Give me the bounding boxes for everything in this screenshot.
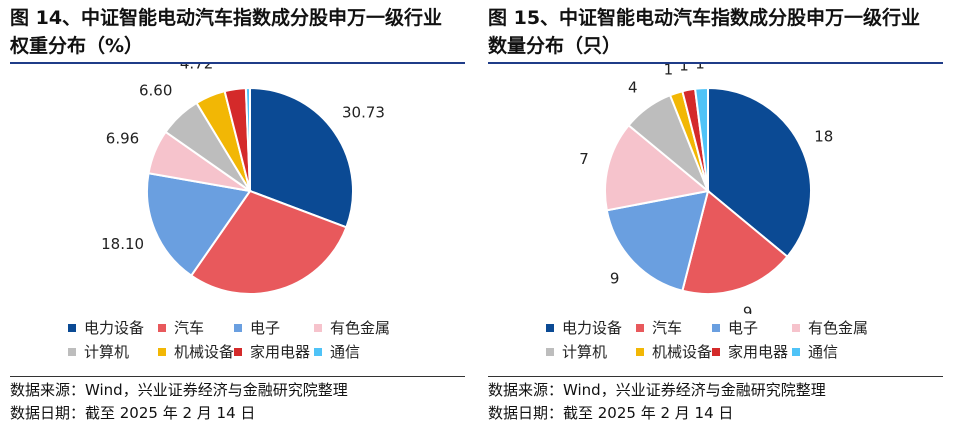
title-divider [488,62,943,64]
pie-data-label-5: 6.60 [139,81,172,99]
figure-15-source: 数据来源：Wind，兴业证券经济与金融研究院整理 [488,381,826,399]
legend-item-4: 有色金属 [314,317,390,338]
legend-item-3: 电子 [712,317,758,338]
figure-15-title: 图 15、中证智能电动汽车指数成分股申万一级行业数量分布（只） [488,7,921,57]
legend-label: 计算机 [84,343,130,361]
figure-15-date: 数据日期：截至 2025 年 2 月 14 日 [488,404,734,422]
legend-swatch [158,347,166,356]
legend-item-5: 计算机 [68,341,129,362]
legend-item-1: 电力设备 [546,317,622,338]
pie-data-label-3: 18.10 [101,235,144,253]
legend-label: 机械设备 [652,343,713,361]
legend-label: 有色金属 [330,319,391,337]
source-divider [10,376,465,377]
legend-swatch [546,347,554,356]
figure-14-date: 数据日期：截至 2025 年 2 月 14 日 [10,404,256,422]
pie-data-label-6: 4.72 [180,64,213,73]
legend-item-5: 计算机 [546,341,607,362]
figure-14-title: 图 14、中证智能电动汽车指数成分股申万一级行业权重分布（%） [10,7,443,57]
figure-14-pie-chart: 30.7328.9318.106.966.604.723.320.64 [101,64,385,314]
legend-swatch [158,323,166,332]
legend-swatch [636,323,644,332]
legend-label: 电子 [728,319,759,337]
legend-swatch [314,323,322,332]
figure-14-source: 数据来源：Wind，兴业证券经济与金融研究院整理 [10,381,348,399]
legend-item-4: 有色金属 [792,317,868,338]
legend-label: 有色金属 [808,319,869,337]
legend-label: 电力设备 [84,319,145,337]
legend-label: 家用电器 [250,343,311,361]
legend-swatch [234,323,242,332]
pie-data-label-7: 1 [679,64,689,74]
pie-slice-2 [189,189,348,295]
title-divider [10,62,465,64]
legend-swatch [712,323,720,332]
legend-label: 电子 [250,319,281,337]
legend-item-3: 电子 [234,317,280,338]
pie-slice-3 [605,189,710,292]
pie-slice-3 [146,172,252,277]
legend-item-2: 汽车 [636,317,682,338]
legend-label: 家用电器 [728,343,789,361]
figure-14-panel: 图 14、中证智能电动汽车指数成分股申万一级行业权重分布（%） 30.7328.… [10,0,475,437]
pie-data-label-4: 6.96 [106,129,139,147]
legend-swatch [712,347,720,356]
legend-label: 计算机 [562,343,608,361]
pie-slice-2 [681,189,789,295]
figure-15-panel: 图 15、中证智能电动汽车指数成分股申万一级行业数量分布（只） 18 9 9 7 4 1 1… [488,0,953,437]
legend-swatch [792,323,800,332]
legend-label: 汽车 [652,319,683,337]
pie-data-label-6: 1 [664,64,674,78]
pie-slice-4 [604,123,711,212]
legend-item-7: 家用电器 [234,341,310,362]
legend-swatch [234,347,242,356]
legend-label: 电力设备 [562,319,623,337]
legend-item-6: 机械设备 [636,341,712,362]
legend-item-8: 通信 [792,341,838,362]
legend-swatch [546,323,554,332]
legend-item-8: 通信 [314,341,360,362]
figure-15-pie-chart: 189974111 [579,64,833,314]
legend-swatch [636,347,644,356]
pie-data-label-2: 9 [743,304,753,314]
source-divider [488,376,943,377]
legend-item-1: 电力设备 [68,317,144,338]
legend-swatch [68,323,76,332]
pie-data-label-4: 7 [579,150,589,168]
pie-slice-8 [244,86,251,192]
legend-item-6: 机械设备 [158,341,234,362]
legend-label: 汽车 [174,319,205,337]
pie-data-label-1: 18 [814,128,833,146]
legend-swatch [792,347,800,356]
legend-swatch [68,347,76,356]
legend-item-2: 汽车 [158,317,204,338]
pie-data-label-5: 4 [628,78,638,96]
legend-item-7: 家用电器 [712,341,788,362]
pie-slice-1 [249,86,354,229]
legend-label: 通信 [808,343,839,361]
legend-swatch [314,347,322,356]
pie-data-label-1: 30.73 [342,104,385,122]
pie-slice-1 [707,86,812,259]
pie-data-label-8: 1 [695,64,705,72]
legend-label: 机械设备 [174,343,235,361]
pie-data-label-3: 9 [610,270,620,288]
legend-label: 通信 [330,343,361,361]
pie-slice-8 [693,86,709,192]
